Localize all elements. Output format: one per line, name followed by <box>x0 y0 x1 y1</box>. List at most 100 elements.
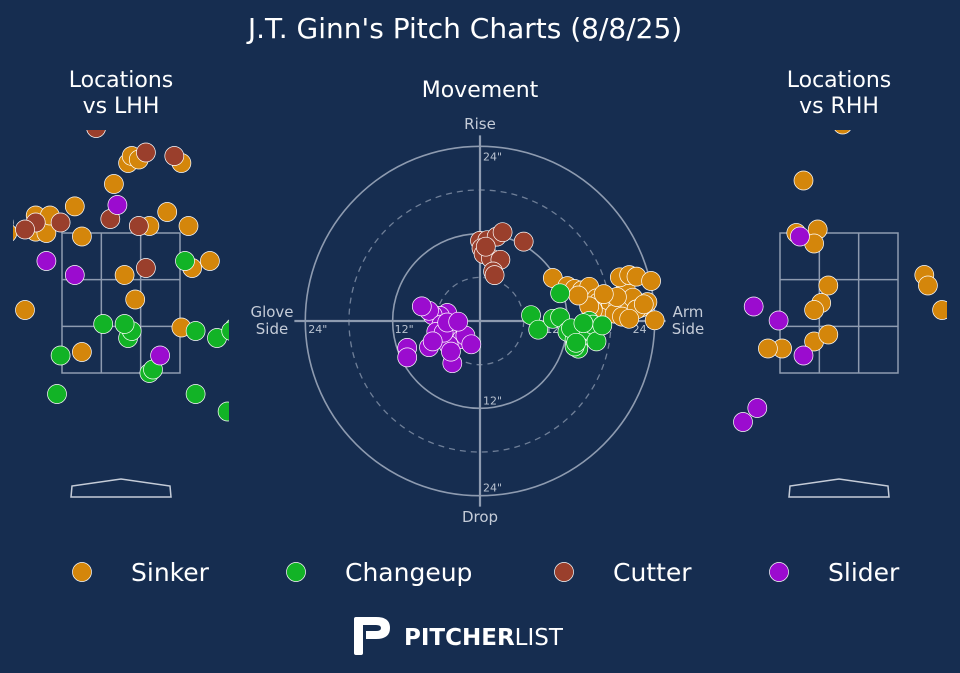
sinker-point <box>932 300 947 320</box>
cutter-point <box>15 219 35 240</box>
changeup-movement-point <box>566 332 586 353</box>
brand-pitcher-text: PITCHER <box>404 625 515 651</box>
sinker-point <box>104 174 124 194</box>
sinker-point <box>918 275 938 296</box>
slider-movement-point <box>448 311 469 332</box>
slider-point <box>659 385 678 404</box>
cutter-point <box>0 171 10 190</box>
sinker-point <box>804 300 824 320</box>
slider-movement-point <box>411 296 432 317</box>
lhh-location-panel: Locations vs LHH <box>0 68 262 498</box>
movement-panel: Movement 24"12"24"12"24" 12" 24" Rise Drop… <box>250 78 704 526</box>
sinker-point <box>125 289 146 310</box>
sinker-point <box>114 265 135 285</box>
legend-swatch <box>554 562 574 582</box>
sinker-point <box>818 275 839 296</box>
slider-point <box>747 398 768 418</box>
lhh-pitch-points <box>0 130 262 422</box>
sinker-point <box>834 130 851 135</box>
pitch-legend: Sinker Changeup Cutter Slider <box>72 558 900 587</box>
cutter-movement-point <box>475 236 496 257</box>
rhh-panel-title: Locations vs RHH <box>787 68 892 119</box>
changeup-point <box>175 251 195 271</box>
sinker-movement-point <box>633 294 654 315</box>
legend-item-cutter: Cutter <box>554 558 692 587</box>
rhh-pitch-points <box>659 130 947 432</box>
changeup-point <box>185 384 206 404</box>
changeup-movement-point <box>528 319 549 340</box>
cutter-point <box>136 258 156 278</box>
cutter-movement-point <box>484 265 505 285</box>
cutter-movement-point <box>492 222 513 243</box>
cutter-point <box>86 130 106 138</box>
sinker-point <box>157 202 178 222</box>
changeup-movement-point <box>592 315 613 336</box>
sinker-point <box>200 251 220 271</box>
changeup-point <box>217 401 229 422</box>
changeup-point <box>93 314 114 334</box>
ring-label: 24" <box>483 482 502 495</box>
home-plate-shape <box>70 478 172 498</box>
movement-pitch-points <box>397 222 665 374</box>
sinker-point <box>758 338 778 359</box>
sinker-point <box>15 300 35 320</box>
sinker-point <box>0 220 10 239</box>
zone-outline <box>61 232 181 374</box>
sinker-movement-point <box>644 310 665 331</box>
slider-movement-point <box>422 331 443 352</box>
legend-item-changeup: Changeup <box>286 558 472 587</box>
brand-list-text: LIST <box>515 625 564 651</box>
rhh-location-panel: Locations vs RHH <box>659 68 947 498</box>
changeup-point <box>47 384 67 404</box>
legend-swatch <box>286 562 306 582</box>
changeup-point <box>50 345 71 366</box>
changeup-point <box>221 321 229 341</box>
slider-point <box>743 296 764 317</box>
sinker-point <box>793 170 814 191</box>
changeup-point <box>232 245 251 264</box>
lhh-home-plate <box>70 478 172 498</box>
cutter-point <box>128 216 149 236</box>
sinker-movement-point <box>593 284 614 304</box>
cutter-point <box>136 142 156 163</box>
ring-label: 12" <box>395 323 414 336</box>
legend-swatch <box>769 562 789 582</box>
sinker-point <box>72 226 92 247</box>
sinker-point <box>178 216 199 236</box>
legend-label: Changeup <box>345 558 472 587</box>
cutter-movement-point <box>513 231 534 252</box>
cutter-point <box>13 219 14 226</box>
pitcherlist-logo-icon <box>354 617 390 655</box>
figure-title: J.T. Ginn's Pitch Charts (8/8/25) <box>246 12 682 45</box>
legend-label: Sinker <box>131 558 210 587</box>
ring-label: 24" <box>483 150 502 163</box>
legend-swatch <box>72 562 92 582</box>
changeup-point <box>232 378 251 397</box>
sinker-point <box>666 220 685 239</box>
sinker-movement-point <box>619 308 640 329</box>
slider-point <box>36 251 57 271</box>
slider-movement-point <box>397 347 418 368</box>
changeup-movement-point <box>573 313 594 334</box>
rhh-home-plate <box>788 478 890 498</box>
legend-item-sinker: Sinker <box>72 558 210 587</box>
cutter-point <box>164 146 185 166</box>
slider-point <box>150 345 170 366</box>
zone-outline <box>779 232 899 374</box>
legend-label: Slider <box>828 558 900 587</box>
glove-side-label: Glove Side <box>250 303 293 338</box>
slider-point <box>733 412 753 432</box>
cutter-point <box>50 212 71 233</box>
slider-movement-point <box>441 341 461 362</box>
sinker-point <box>64 196 85 217</box>
movement-panel-title: Movement <box>422 78 539 103</box>
sinker-point <box>243 252 262 271</box>
sinker-point <box>72 342 92 362</box>
slider-point <box>64 265 85 285</box>
changeup-point <box>185 321 206 341</box>
pitcherlist-brand: PITCHERLIST <box>354 617 564 655</box>
sinker-point <box>0 213 10 232</box>
ring-label: 12" <box>483 394 502 407</box>
sinker-point <box>13 224 18 242</box>
